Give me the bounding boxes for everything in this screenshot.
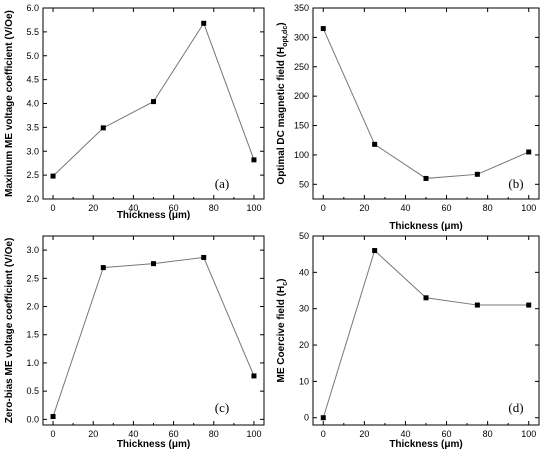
y-tick-label: 0 [304,413,309,423]
panel-label: (c) [215,400,229,415]
series-line [322,28,529,179]
x-tick-label: 0 [51,203,56,213]
x-tick-label: 40 [400,429,410,439]
panel-label: (a) [215,176,229,191]
x-tick-label: 20 [359,429,369,439]
x-tick-label: 40 [128,203,138,213]
data-point [100,265,106,271]
x-tick-label: 40 [128,429,138,439]
data-point [423,175,429,181]
y-tick-label: 2.5 [26,170,39,180]
series-line [322,249,529,418]
y-tick-label: 50 [299,231,309,241]
series-line [52,256,255,417]
x-tick-label: 20 [88,203,98,213]
y-tick-label: 5.0 [26,51,39,61]
x-tick-label: 80 [209,203,219,213]
data-point [320,415,326,421]
x-tick-label: 60 [169,429,179,439]
x-tick-label: 100 [521,429,536,439]
x-axis-title: Thickness (μm) [117,439,190,450]
x-tick-label: 80 [483,429,493,439]
panel-label: (b) [508,176,523,191]
x-tick-label: 60 [442,429,452,439]
y-tick-label: 1.5 [26,330,39,340]
x-tick-label: 0 [321,429,326,439]
x-tick-label: 100 [246,203,261,213]
plot-frame [312,7,540,200]
y-tick-label: 300 [294,32,309,42]
x-axis-title: Thickness (μm) [117,210,190,221]
y-tick-label: 50 [299,179,309,189]
y-tick-label: 3.0 [26,245,39,255]
x-tick-label: 100 [246,429,261,439]
data-point [50,173,56,179]
y-axis-title: Maximum ME voltage coefficient (V/Oe) [4,10,15,197]
panel-label: (d) [508,400,523,415]
chart-panel-4: 0 20 40 60 80 100 0 10 20 30 40 50 Thickness (μm) ME … [276,231,540,450]
y-axis-title: Zero-bias ME voltage coefficient (V/Oe) [4,238,15,424]
y-tick-label: 10 [299,376,309,386]
plot-frame [312,235,540,426]
data-point [251,157,257,163]
y-tick-label: 4.5 [26,75,39,85]
x-tick-label: 0 [321,203,326,213]
y-tick-label: 2.5 [26,273,39,283]
x-tick-label: 20 [359,203,369,213]
x-tick-label: 60 [169,203,179,213]
y-tick-label: 3.0 [26,146,39,156]
data-point [100,125,106,131]
y-axis-title: Optimal DC magnetic field (Hopt,dc) [276,22,289,184]
x-tick-label: 80 [483,203,493,213]
y-tick-label: 0.0 [26,414,39,424]
y-tick-label: 40 [299,267,309,277]
chart-panel-1: 0 20 40 60 80 100 2.0 2.5 3.0 3.5 4.0 4.5 5.0 5.5 6.0 T… [4,3,265,221]
x-tick-label: 0 [51,429,56,439]
x-tick-label: 20 [88,429,98,439]
data-point [251,373,257,379]
data-point [526,302,532,308]
data-point [526,149,532,155]
x-tick-label: 60 [442,203,452,213]
y-tick-label: 0.5 [26,386,39,396]
data-point [151,261,156,267]
y-axis-title: ME Coercive field (Hc) [276,279,289,383]
x-tick-label: 80 [209,429,219,439]
data-point [372,141,378,147]
data-point [201,20,207,26]
data-point [474,302,480,308]
y-tick-label: 4.0 [26,99,39,109]
x-tick-label: 40 [400,203,410,213]
y-tick-label: 6.0 [26,3,39,13]
data-point [474,171,480,177]
y-tick-label: 200 [294,91,309,101]
x-axis-title: Thickness (μm) [389,221,462,232]
y-tick-label: 1.0 [26,358,39,368]
y-tick-label: 20 [299,340,309,350]
data-point [151,99,156,105]
y-tick-label: 100 [294,150,309,160]
data-point [372,248,378,254]
x-tick-label: 100 [521,203,536,213]
y-tick-label: 30 [299,304,309,314]
chart-panel-3: 0 20 40 60 80 100 0.0 0.5 1.0 1.5 2.0 2.5 3.0 Thickne… [4,235,265,450]
data-point [423,295,429,301]
y-tick-label: 2.0 [26,302,39,312]
chart-panel-2: 0 20 40 60 80 100 50 100 150 200 250 300 350 Thicknes… [276,3,540,232]
data-point [320,26,326,32]
y-tick-label: 150 [294,121,309,131]
data-point [50,414,56,420]
y-tick-label: 5.5 [26,27,39,37]
y-tick-label: 3.5 [26,122,39,132]
y-tick-label: 250 [294,62,309,72]
y-tick-label: 350 [294,3,309,13]
x-axis-title: Thickness (μm) [389,439,462,450]
data-point [201,254,207,260]
y-tick-label: 2.0 [26,194,39,204]
